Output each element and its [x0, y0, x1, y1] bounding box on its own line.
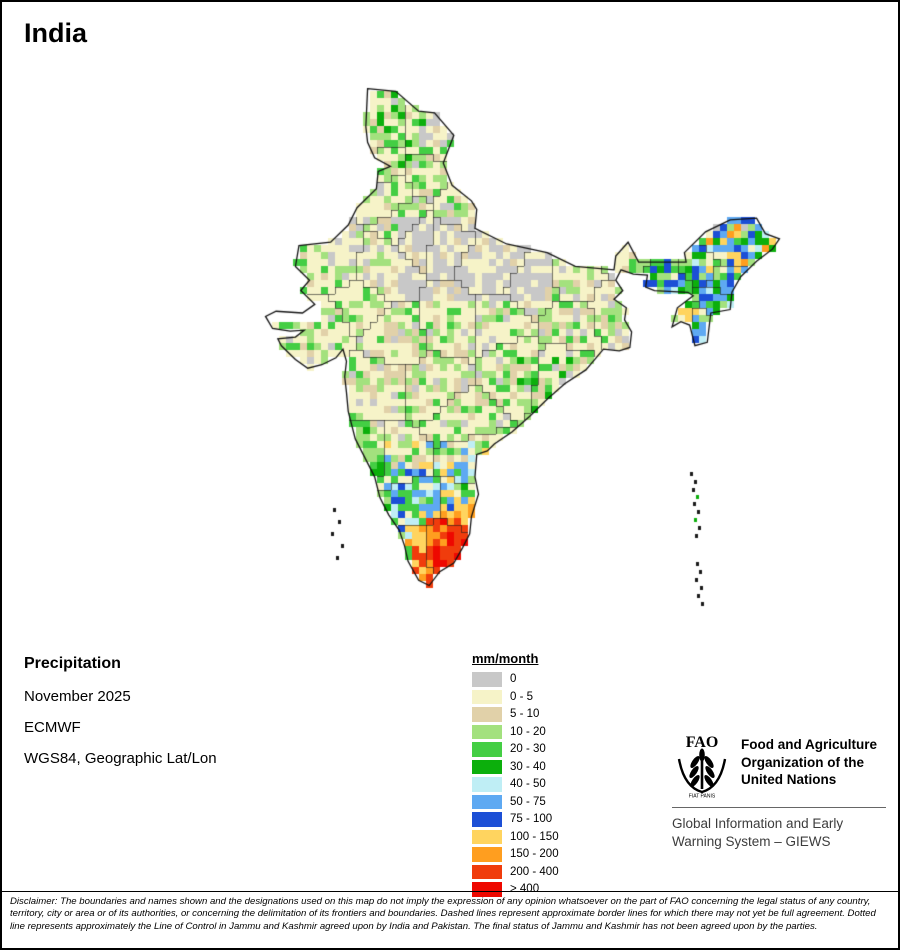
legend-label: 50 - 75	[510, 795, 546, 808]
legend-entry: 75 - 100	[472, 812, 559, 827]
info-heading: Precipitation	[24, 655, 121, 672]
legend-entry: 100 - 150	[472, 829, 559, 844]
fao-org-name: Food and Agriculture Organization of the…	[741, 732, 877, 789]
legend-label: 100 - 150	[510, 830, 559, 843]
legend-label: > 400	[510, 883, 540, 896]
legend-label: 150 - 200	[510, 848, 559, 861]
legend-label: 0	[510, 673, 517, 686]
legend-swatch	[472, 689, 502, 704]
legend-swatch	[472, 794, 502, 809]
fao-divider	[672, 807, 886, 808]
legend-swatch	[472, 724, 502, 739]
fao-logo-acronym: FAO	[686, 734, 719, 751]
legend-swatch	[472, 742, 502, 757]
legend: mm/month 0 0 - 5 5 - 10 10 - 20 20 - 30 30 - …	[472, 651, 559, 900]
legend-swatch	[472, 672, 502, 687]
legend-entry: 50 - 75	[472, 794, 559, 809]
legend-swatch	[472, 882, 502, 897]
legend-entry: 10 - 20	[472, 724, 559, 739]
legend-entry: 5 - 10	[472, 707, 559, 722]
legend-label: 5 - 10	[510, 708, 540, 721]
legend-entry: 40 - 50	[472, 777, 559, 792]
legend-label: 20 - 30	[510, 743, 546, 756]
legend-label: 30 - 40	[510, 760, 546, 773]
legend-swatch	[472, 759, 502, 774]
legend-swatch	[472, 812, 502, 827]
fao-block: FAO FIAT PANIS Food and Agriculture Orga…	[672, 732, 886, 851]
legend-title: mm/month	[472, 651, 539, 666]
legend-entry: 200 - 400	[472, 864, 559, 879]
legend-label: 200 - 400	[510, 865, 559, 878]
fao-org-line: United Nations	[741, 772, 837, 788]
legend-entry: > 400	[472, 882, 559, 897]
fao-logo-motto: FIAT PANIS	[689, 794, 716, 799]
giews-line: Warning System – GIEWS	[672, 834, 831, 850]
disclaimer-strip: Disclaimer: The boundaries and names sho…	[2, 891, 898, 948]
legend-swatch	[472, 847, 502, 862]
giews-name: Global Information and Early Warning Sys…	[672, 815, 886, 851]
info-period: November 2025	[24, 688, 131, 705]
legend-label: 40 - 50	[510, 778, 546, 791]
legend-entry: 30 - 40	[472, 759, 559, 774]
legend-swatch	[472, 864, 502, 879]
india-precipitation-map	[2, 2, 898, 647]
legend-swatch	[472, 707, 502, 722]
legend-entry: 20 - 30	[472, 742, 559, 757]
fao-org-line: Organization of the	[741, 754, 864, 770]
legend-entry: 0 - 5	[472, 689, 559, 704]
info-projection: WGS84, Geographic Lat/Lon	[24, 750, 217, 767]
fao-header: FAO FIAT PANIS Food and Agriculture Orga…	[672, 732, 886, 798]
legend-label: 10 - 20	[510, 725, 546, 738]
legend-swatch	[472, 777, 502, 792]
legend-entries: 0 0 - 5 5 - 10 10 - 20 20 - 30 30 - 40 40 - 50…	[472, 672, 559, 897]
page-title: India	[24, 18, 88, 48]
legend-label: 75 - 100	[510, 813, 553, 826]
legend-entry: 150 - 200	[472, 847, 559, 862]
legend-label: 0 - 5	[510, 690, 534, 703]
fao-org-line: Food and Agriculture	[741, 737, 877, 752]
map-info-block: Precipitation November 2025 ECMWF WGS84,…	[24, 655, 217, 781]
legend-entry: 0	[472, 672, 559, 687]
disclaimer-text: Disclaimer: The boundaries and names sho…	[10, 896, 876, 932]
fao-logo-icon: FAO FIAT PANIS	[677, 734, 727, 799]
giews-line: Global Information and Early	[672, 816, 844, 831]
legend-swatch	[472, 829, 502, 844]
info-source: ECMWF	[24, 719, 81, 736]
